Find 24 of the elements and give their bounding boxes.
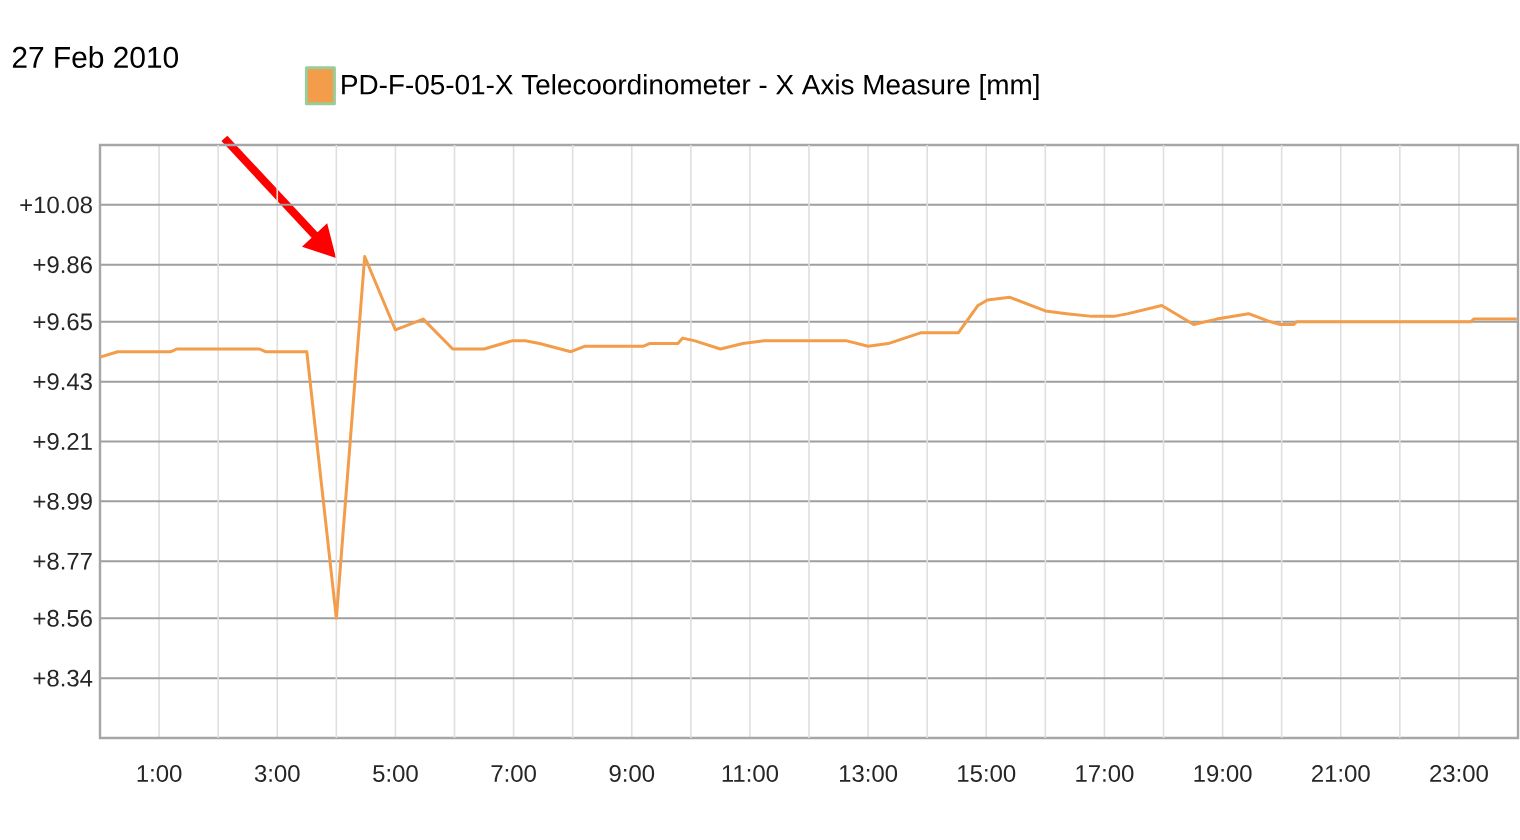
y-tick-label: +9.86 [33, 256, 92, 274]
chart-title: 27 Feb 2010 [12, 46, 179, 68]
x-tick-label: 19:00 [1194, 765, 1252, 782]
legend-label: PD-F-05-01-X Telecoordinometer - X Axis Measure [mm] [342, 74, 1039, 101]
x-tick-label: 17:00 [1076, 765, 1134, 782]
y-tick-label: +9.21 [33, 433, 92, 450]
x-tick-label: 15:00 [958, 765, 1016, 782]
x-tick-label: 7:00 [491, 765, 536, 782]
x-tick-label: 5:00 [373, 765, 418, 782]
y-tick-label: +8.77 [33, 552, 92, 570]
x-tick-label: 21:00 [1312, 765, 1370, 782]
y-tick-label: +9.65 [33, 313, 92, 331]
y-tick-label: +9.43 [33, 373, 92, 391]
x-tick-label: 1:00 [137, 765, 182, 782]
y-tick-label: +8.56 [33, 609, 92, 627]
line-series [98, 255, 1519, 620]
x-tick-label: 13:00 [839, 765, 898, 782]
x-tick-label: 9:00 [609, 765, 655, 782]
y-tick-label: +10.08 [20, 196, 92, 214]
x-tick-label: 3:00 [254, 765, 300, 782]
y-tick-label: +8.34 [33, 669, 93, 687]
x-tick-label: 11:00 [722, 765, 779, 782]
y-tick-label: +8.99 [33, 492, 92, 510]
x-tick-label: 23:00 [1430, 765, 1488, 782]
